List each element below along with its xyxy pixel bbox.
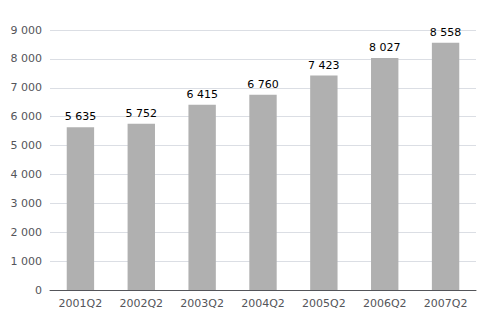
svg-text:2007Q2: 2007Q2 (424, 297, 468, 310)
svg-text:6 000: 6 000 (11, 110, 43, 123)
svg-text:1 000: 1 000 (11, 255, 43, 268)
svg-text:5 635: 5 635 (65, 110, 97, 123)
svg-text:5 752: 5 752 (126, 107, 158, 120)
svg-text:7 000: 7 000 (11, 81, 43, 94)
svg-text:8 000: 8 000 (11, 52, 43, 65)
svg-text:3 000: 3 000 (11, 197, 43, 210)
svg-text:8 558: 8 558 (430, 26, 462, 39)
svg-text:6 760: 6 760 (247, 78, 279, 91)
svg-text:2001Q2: 2001Q2 (59, 297, 103, 310)
svg-text:5 000: 5 000 (11, 139, 43, 152)
svg-text:2005Q2: 2005Q2 (302, 297, 346, 310)
svg-text:0: 0 (35, 284, 42, 297)
svg-text:9 000: 9 000 (11, 24, 43, 37)
svg-text:8 027: 8 027 (369, 41, 401, 54)
svg-text:6 415: 6 415 (186, 88, 218, 101)
svg-text:2004Q2: 2004Q2 (241, 297, 285, 310)
svg-text:2 000: 2 000 (11, 226, 43, 239)
svg-text:2002Q2: 2002Q2 (119, 297, 163, 310)
svg-text:4 000: 4 000 (11, 168, 43, 181)
svg-text:2006Q2: 2006Q2 (363, 297, 407, 310)
svg-text:2003Q2: 2003Q2 (180, 297, 224, 310)
svg-text:7 423: 7 423 (308, 59, 340, 72)
